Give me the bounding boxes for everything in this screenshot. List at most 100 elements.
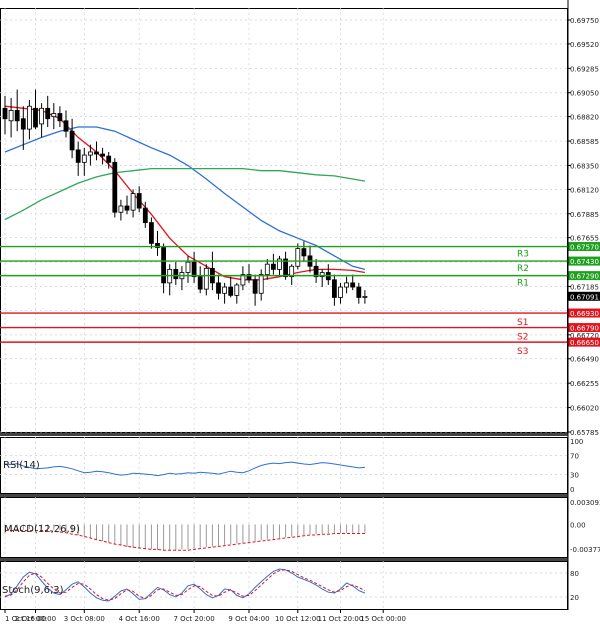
candle-body (94, 151, 99, 155)
level-tag-r1 (568, 271, 600, 281)
xtick-label-8: 15 Oct 00:00 (360, 615, 406, 623)
candle-body (57, 113, 63, 122)
macd-ytick-min: -0.003776 (570, 546, 600, 554)
candle-body (185, 261, 191, 273)
rsi-panel (0, 437, 568, 494)
ytick-label-9: 0.67655 (570, 235, 599, 243)
candle-body (362, 295, 368, 298)
macd-panel (0, 497, 568, 558)
ytick-label-8: 0.67885 (570, 211, 599, 219)
level-name-r2: R2 (517, 264, 529, 274)
stoch-d-line (4, 569, 366, 601)
candle-body (319, 272, 325, 278)
rsi-title: RSI(14) (3, 460, 40, 471)
candle-body (203, 267, 209, 290)
candle-body (51, 113, 57, 118)
stoch-k-line (4, 568, 366, 602)
level-tag-r3 (568, 242, 600, 252)
candle-body (142, 207, 148, 224)
candle-body (301, 248, 307, 257)
candle-body (240, 274, 246, 286)
ytick-label-2: 0.69285 (570, 65, 599, 73)
candle-body (112, 161, 118, 213)
candle-body (350, 282, 356, 288)
rsi-line (4, 461, 365, 477)
level-value-r2: 0.67430 (570, 258, 599, 266)
level-value-r3: 0.67570 (570, 244, 599, 252)
candle-body (20, 118, 26, 130)
candle-body (39, 107, 44, 125)
level-value-s1: 0.66930 (570, 310, 599, 318)
ytick-label-3: 0.69050 (570, 90, 599, 98)
candle-body (155, 243, 160, 248)
candle-body (173, 268, 179, 280)
rsi-ytick-0: 100 (570, 438, 583, 446)
xtick-label-1: 2 Oct 00:00 (15, 615, 56, 623)
level-value-r1: 0.67290 (570, 273, 599, 281)
macd-ytick-zero: 0.00 (570, 521, 586, 529)
level-name-r1: R1 (517, 279, 529, 289)
panel-separator-2 (0, 558, 568, 561)
panel-separator-1 (0, 494, 568, 497)
candle-body (81, 154, 87, 163)
level-name-r3: R3 (517, 250, 529, 260)
main-panel (0, 8, 568, 433)
candle-body (338, 286, 343, 298)
candle-body (264, 263, 270, 275)
candle-body (222, 286, 228, 294)
rsi-ytick-1: 70 (570, 452, 579, 460)
candle-body (33, 107, 38, 128)
candle-body (289, 265, 295, 278)
panel-separator-0 (0, 433, 568, 436)
stoch-ytick-1: 20 (570, 594, 579, 602)
candle-body (161, 247, 167, 284)
candle-body (356, 286, 362, 298)
candle-body (14, 110, 20, 122)
level-tag-s2 (568, 323, 600, 333)
candle-body (45, 107, 51, 120)
candle-body (197, 276, 203, 290)
candle-body (270, 263, 276, 270)
candle-body (191, 261, 197, 278)
stoch-title: Stoch(9,6,3) (2, 585, 64, 596)
xtick-label-6: 10 Oct 12:00 (275, 615, 321, 623)
ytick-label-7: 0.68120 (570, 186, 599, 194)
ytick-label-1: 0.69520 (570, 41, 599, 49)
stoch-ytick-0: 80 (570, 570, 579, 578)
candle-body (75, 149, 81, 163)
ytick-label-5: 0.68585 (570, 138, 599, 146)
macd-ytick-max: 0.003093 (570, 499, 600, 507)
candle-body (277, 258, 282, 270)
macd-title: MACD(12,26,9) (4, 524, 80, 535)
candle-body (148, 222, 154, 244)
candle-body (283, 258, 289, 278)
ma-mid-line (4, 126, 366, 271)
ytick-label-14: 0.66490 (570, 356, 599, 364)
current-price-tag (568, 291, 600, 301)
ytick-label-0: 0.69750 (570, 17, 599, 25)
rsi-ytick-2: 30 (570, 472, 579, 480)
candle-body (26, 105, 32, 130)
xtick-label-0: 1 Oct 16:00 (5, 615, 46, 623)
candle-body (344, 282, 350, 288)
candle-body (2, 107, 8, 120)
ytick-label-6: 0.68350 (570, 162, 599, 170)
candle-body (106, 155, 112, 163)
candle-body (88, 151, 93, 156)
candle-body (8, 110, 14, 122)
level-name-s1: S1 (517, 318, 528, 328)
candle-body (216, 282, 221, 294)
current-price-label: 0.67091 (570, 293, 599, 301)
rsi-ytick-3: 0 (570, 486, 574, 494)
macd-signal-line (5, 530, 365, 551)
ytick-label-11: 0.67185 (570, 284, 599, 292)
candle-body (228, 286, 234, 296)
candle-body (234, 284, 240, 296)
level-tag-r2 (568, 256, 600, 266)
candle-body (313, 265, 319, 278)
xtick-label-7: 11 Oct 20:00 (318, 615, 364, 623)
ma-slow-line (4, 167, 366, 221)
ma-fast-line (4, 105, 366, 281)
candle-body (118, 205, 124, 213)
